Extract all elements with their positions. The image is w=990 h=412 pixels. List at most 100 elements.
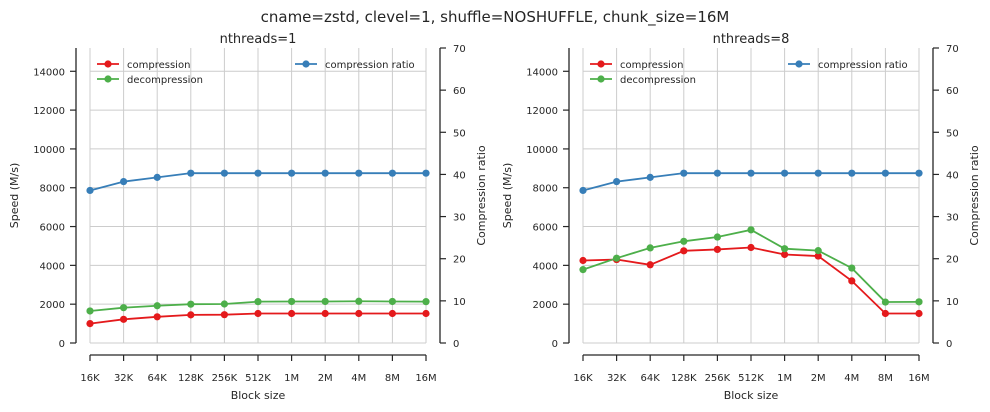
x-tick-label: 4M [844, 373, 859, 384]
point-decompression [814, 247, 822, 255]
point-decompression [713, 233, 722, 241]
point-compression [781, 250, 789, 259]
x-tick-label: 1M [284, 373, 299, 384]
legend-marker [597, 60, 605, 68]
y-axis-label: Speed (M/s) [501, 163, 514, 229]
x-tick-label: 16K [573, 373, 593, 384]
chart-panel-nthreads-1: nthreads=1 0 2000 4000 6000 8000 10000 12000 140… [8, 32, 488, 402]
legend-label-compression: compression [620, 60, 683, 71]
point-decompression [388, 297, 396, 306]
point-compression-ratio [422, 169, 430, 177]
x-tick-label: 1M [777, 373, 792, 384]
point-decompression [254, 298, 262, 306]
y-tick-label: 6000 [40, 223, 65, 234]
y-tick-label: 2000 [533, 300, 558, 311]
point-compression-ratio [321, 169, 329, 177]
x-tick-label: 64K [641, 373, 661, 384]
y-right-tick-label: 60 [453, 86, 466, 97]
point-compression-ratio [254, 169, 262, 177]
y-right-tick-label: 20 [946, 255, 959, 266]
point-compression-ratio [680, 169, 688, 177]
legend-marker [795, 60, 803, 68]
point-decompression [153, 302, 161, 310]
y-right-axis-label: Compression ratio [968, 145, 981, 246]
point-decompression [422, 298, 430, 306]
y-tick-label: 8000 [40, 184, 65, 195]
y-right-tick-label: 50 [453, 128, 466, 139]
point-compression-ratio [288, 169, 296, 177]
point-compression [288, 309, 296, 318]
y-tick-label: 0 [59, 339, 65, 350]
legend-label-compression-ratio: compression ratio [325, 60, 415, 71]
y-tick-label: 10000 [526, 145, 558, 156]
y-right-tick-label: 70 [453, 44, 466, 55]
point-compression-ratio [355, 169, 363, 177]
point-compression-ratio [579, 186, 587, 195]
point-decompression [747, 226, 755, 234]
point-decompression [915, 298, 923, 306]
point-compression [254, 309, 262, 318]
y-right-tick-label: 30 [453, 213, 466, 224]
point-compression [646, 261, 654, 269]
point-decompression [881, 298, 890, 306]
y-right-tick-label: 40 [946, 170, 959, 181]
x-tick-label: 256K [705, 373, 731, 384]
x-tick-label: 32K [114, 373, 134, 384]
point-compression-ratio [814, 169, 822, 177]
x-tick-label: 256K [212, 373, 238, 384]
x-tick-label: 128K [671, 373, 697, 384]
x-axis-label: Block size [231, 389, 286, 402]
y-tick-label: 6000 [533, 223, 558, 234]
point-compression [120, 315, 128, 323]
x-tick-label: 2M [318, 373, 333, 384]
x-tick-label: 8M [878, 373, 893, 384]
point-decompression [86, 307, 94, 315]
point-compression [814, 252, 822, 260]
point-decompression [120, 304, 128, 312]
legend-marker [597, 75, 605, 83]
point-compression-ratio [220, 169, 228, 177]
chart-panel-nthreads-8: nthreads=8 0 2000 4000 6000 8000 10000 12000 140… [501, 32, 981, 402]
legend-marker [302, 60, 310, 68]
point-decompression [680, 237, 688, 245]
panel-title: nthreads=1 [220, 32, 297, 47]
legend-label-compression-ratio: compression ratio [818, 60, 908, 71]
y-right-axis-label: Compression ratio [475, 145, 488, 246]
y-right-tick-label: 0 [946, 339, 952, 350]
x-tick-label: 32K [607, 373, 627, 384]
y-tick-label: 14000 [526, 67, 558, 78]
point-compression-ratio [153, 173, 161, 181]
y-tick-label: 10000 [33, 145, 65, 156]
point-compression-ratio [187, 169, 195, 177]
point-compression [321, 309, 329, 318]
y-tick-label: 4000 [40, 261, 65, 272]
point-compression-ratio [848, 169, 856, 177]
figure-suptitle: cname=zstd, clevel=1, shuffle=NOSHUFFLE,… [261, 8, 730, 27]
legend-label-decompression: decompression [127, 75, 203, 86]
x-tick-label: 64K [148, 373, 168, 384]
point-compression [881, 309, 890, 318]
y-right-tick-label: 50 [946, 128, 959, 139]
point-compression-ratio [613, 177, 621, 186]
y-tick-label: 8000 [533, 184, 558, 195]
point-compression [747, 243, 755, 252]
point-compression [187, 311, 195, 319]
point-compression [153, 313, 161, 321]
point-compression [579, 256, 587, 265]
point-compression [680, 247, 688, 255]
point-compression [713, 245, 722, 254]
point-compression-ratio [388, 169, 396, 177]
x-tick-label: 128K [178, 373, 204, 384]
legend-label-decompression: decompression [620, 75, 696, 86]
point-compression [848, 277, 856, 285]
point-decompression [220, 300, 228, 308]
point-decompression [613, 254, 621, 262]
point-compression [220, 311, 228, 319]
x-tick-label: 2M [811, 373, 826, 384]
y-right-tick-label: 20 [453, 255, 466, 266]
point-decompression [579, 266, 587, 274]
x-tick-label: 16M [908, 373, 929, 384]
point-compression-ratio [881, 169, 890, 177]
x-tick-label: 512K [245, 373, 271, 384]
